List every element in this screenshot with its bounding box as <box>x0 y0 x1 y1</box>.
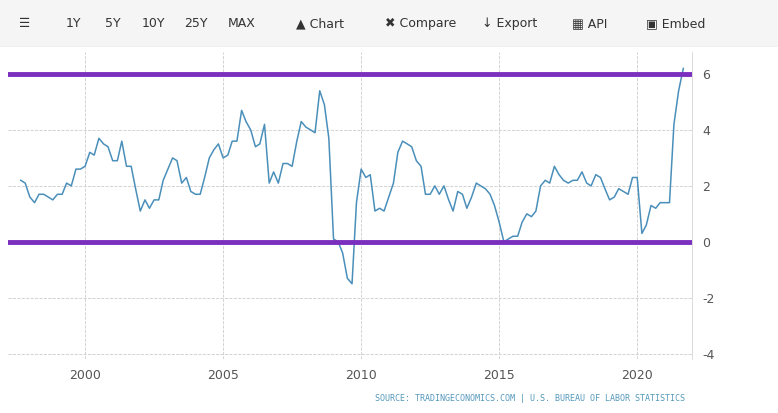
Text: MAX: MAX <box>228 17 256 30</box>
Text: SOURCE: TRADINGECONOMICS.COM | U.S. BUREAU OF LABOR STATISTICS: SOURCE: TRADINGECONOMICS.COM | U.S. BURE… <box>375 394 685 403</box>
Text: ▦ API: ▦ API <box>572 17 607 30</box>
Text: ✖ Compare: ✖ Compare <box>385 17 457 30</box>
Text: 25Y: 25Y <box>184 17 208 30</box>
Text: ☰: ☰ <box>19 17 30 30</box>
Text: ↓ Export: ↓ Export <box>482 17 538 30</box>
Text: 10Y: 10Y <box>142 17 165 30</box>
Text: ▲ Chart: ▲ Chart <box>296 17 344 30</box>
Text: 5Y: 5Y <box>105 17 121 30</box>
Text: 1Y: 1Y <box>66 17 82 30</box>
Text: ▣ Embed: ▣ Embed <box>646 17 705 30</box>
